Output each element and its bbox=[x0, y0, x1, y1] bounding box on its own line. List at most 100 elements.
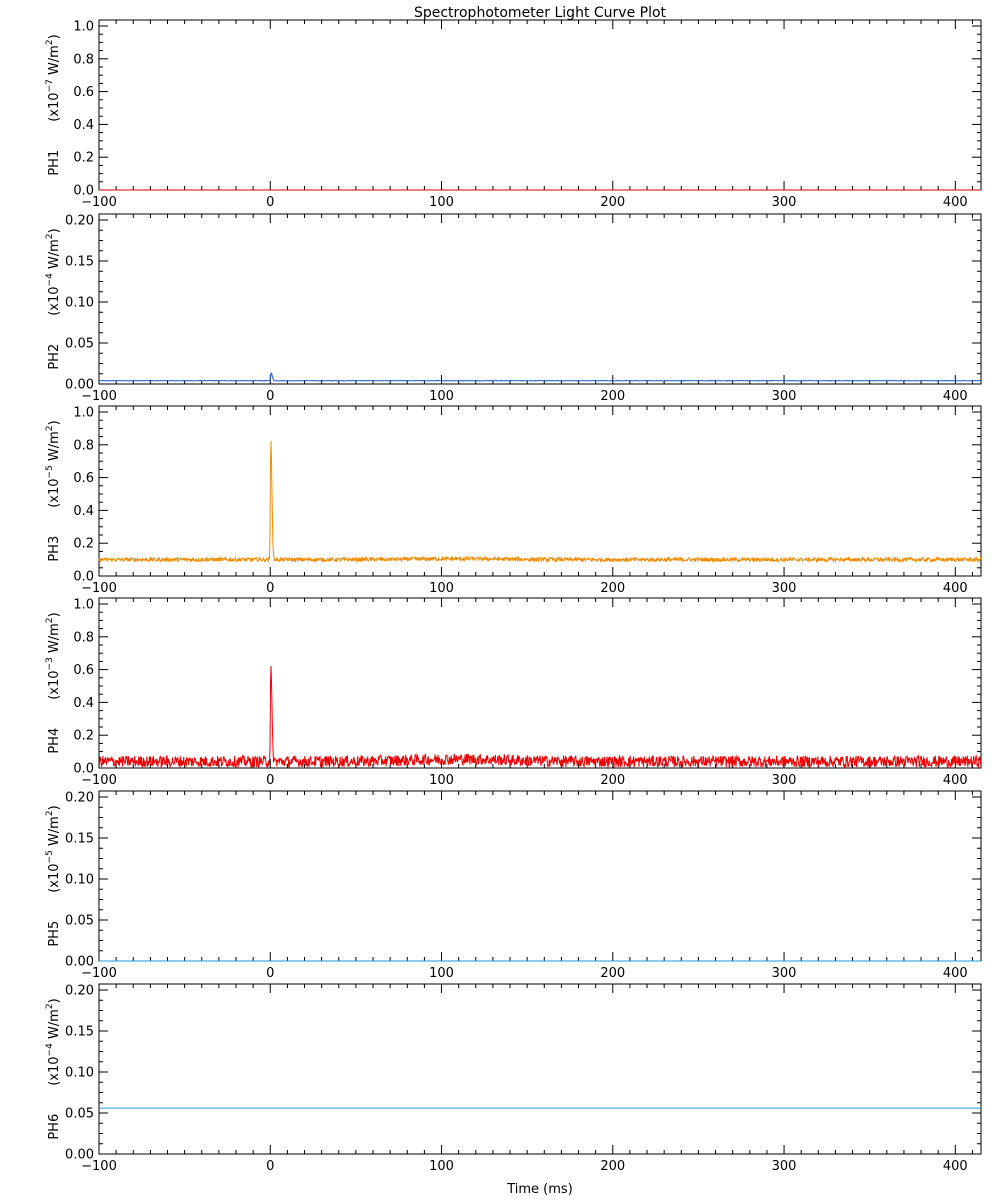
unit-exponent: −5 bbox=[45, 465, 55, 478]
y-tick-label: 0.05 bbox=[65, 914, 94, 929]
unit-label: (x10 bbox=[47, 286, 62, 315]
panel-ph5: −100 0 100 200 300 400 0.00 0.05 0.10 0.15 0.20 PH5… bbox=[45, 790, 982, 981]
y-tick-label: 0.00 bbox=[65, 378, 94, 393]
x-tick-label: 200 bbox=[600, 773, 625, 788]
x-tick-label: 200 bbox=[600, 195, 625, 210]
y-axis-label: PH5 (x10−5 W/m2) bbox=[45, 805, 62, 946]
x-tick-label: 100 bbox=[429, 195, 454, 210]
y-axis-label: PH4 (x10−3 W/m2) bbox=[45, 612, 62, 753]
panel-ph1: −100 0 100 200 300 400 0.0 0.2 0.4 0.6 0.8 1.0 PH1 (x… bbox=[45, 19, 982, 210]
unit-tail: W/m bbox=[47, 431, 62, 465]
unit-exponent: −4 bbox=[45, 273, 55, 287]
x-tick-label: −100 bbox=[81, 773, 117, 788]
unit-label: (x10 bbox=[47, 478, 62, 507]
y-tick-label: 1.0 bbox=[73, 598, 94, 613]
panel-ph4: −100 0 100 200 300 400 0.0 0.2 0.4 0.6 0.8 1.0 PH4 (x… bbox=[45, 597, 982, 788]
unit-exponent: −3 bbox=[45, 657, 55, 670]
y-axis-label: PH6 (x10−4 W/m2) bbox=[45, 998, 62, 1139]
unit-tail: W/m bbox=[47, 623, 62, 657]
unit-square: 2 bbox=[45, 425, 55, 431]
x-axis-label: Time (ms) bbox=[506, 1182, 573, 1197]
channel-name: PH3 bbox=[47, 536, 62, 562]
y-tick-label: 0.10 bbox=[65, 296, 94, 311]
plot-frame bbox=[98, 597, 982, 769]
x-tick-label: 100 bbox=[429, 389, 454, 404]
x-tick-label: 300 bbox=[772, 966, 797, 981]
unit-square: 2 bbox=[45, 1003, 55, 1009]
channel-name: PH6 bbox=[47, 1114, 62, 1140]
y-tick-label: 0.00 bbox=[65, 955, 94, 970]
y-axis-label: PH3 (x10−5 W/m2) bbox=[45, 420, 62, 561]
chart-title: Spectrophotometer Light Curve Plot bbox=[414, 5, 667, 21]
y-tick-label: 0.6 bbox=[73, 85, 94, 100]
y-tick-label: 0.05 bbox=[65, 1107, 94, 1122]
x-tick-label: 100 bbox=[429, 581, 454, 596]
x-tick-label: 0 bbox=[266, 966, 274, 981]
unit-label: (x10 bbox=[47, 670, 62, 699]
y-tick-label: 0.0 bbox=[73, 570, 94, 585]
x-tick-label: 200 bbox=[600, 389, 625, 404]
series-line-ph2 bbox=[98, 372, 982, 382]
x-tick-label: 200 bbox=[600, 1159, 625, 1174]
x-tick-label: 0 bbox=[266, 195, 274, 210]
y-tick-label: 0.00 bbox=[65, 1148, 94, 1163]
plot-frame bbox=[98, 983, 982, 1155]
panel-ph2: −100 0 100 200 300 4000.000.050.100.150.20PH2… bbox=[45, 213, 982, 404]
y-tick-label: 0.8 bbox=[73, 438, 94, 453]
x-tick-label: 200 bbox=[600, 581, 625, 596]
unit-square: 2 bbox=[45, 233, 55, 239]
y-tick-label: 0.0 bbox=[73, 762, 94, 777]
y-axis-label: PH1 (x10−7 W/m2) bbox=[45, 34, 62, 175]
x-tick-label: 400 bbox=[943, 389, 968, 404]
y-tick-label: 0.8 bbox=[73, 630, 94, 645]
y-tick-label: 0.10 bbox=[65, 873, 94, 888]
y-tick-label: 0.15 bbox=[65, 255, 94, 270]
y-tick-label: 0.10 bbox=[65, 1066, 94, 1081]
unit-square: 2 bbox=[45, 617, 55, 623]
y-tick-label: 0.2 bbox=[73, 729, 94, 744]
unit-close: ) bbox=[47, 612, 62, 617]
plot-frame bbox=[98, 19, 982, 191]
x-tick-label: 100 bbox=[429, 966, 454, 981]
x-tick-label: 0 bbox=[266, 1159, 274, 1174]
y-tick-label: 0.2 bbox=[73, 537, 94, 552]
y-tick-label: 0.6 bbox=[73, 471, 94, 486]
y-tick-label: 0.20 bbox=[65, 984, 94, 999]
x-tick-label: 0 bbox=[266, 389, 274, 404]
x-tick-label: 400 bbox=[943, 773, 968, 788]
channel-name: PH5 bbox=[47, 921, 62, 947]
series-line-ph3 bbox=[98, 440, 982, 564]
x-tick-label: −100 bbox=[81, 581, 117, 596]
panel-ph3: −100 0 100 200 300 400 0.0 0.2 0.4 0.6 0.8 1.0 PH3 (x… bbox=[45, 405, 982, 596]
series-line-ph4 bbox=[98, 666, 982, 769]
x-tick-label: 300 bbox=[772, 773, 797, 788]
y-tick-label: 0.20 bbox=[65, 791, 94, 806]
x-tick-label: 100 bbox=[429, 1159, 454, 1174]
y-axis-label: PH2 (x10−4 W/m2) bbox=[45, 228, 62, 369]
panel-ph6: −100 0 100 200 300 4000.000.050.100.150.20PH6… bbox=[45, 983, 982, 1174]
y-tick-label: 0.0 bbox=[73, 184, 94, 199]
y-tick-label: 0.6 bbox=[73, 663, 94, 678]
y-tick-label: 0.4 bbox=[73, 504, 94, 519]
x-tick-label: 300 bbox=[772, 389, 797, 404]
x-tick-label: 400 bbox=[943, 195, 968, 210]
unit-label: (x10 bbox=[47, 863, 62, 892]
plot-frame bbox=[98, 213, 982, 385]
x-tick-label: 100 bbox=[429, 773, 454, 788]
channel-name: PH1 bbox=[47, 150, 62, 176]
x-tick-label: −100 bbox=[81, 389, 117, 404]
plot-frame bbox=[98, 405, 982, 577]
y-tick-label: 0.15 bbox=[65, 832, 94, 847]
unit-close: ) bbox=[47, 34, 62, 39]
unit-square: 2 bbox=[45, 39, 55, 45]
unit-close: ) bbox=[47, 805, 62, 810]
unit-close: ) bbox=[47, 420, 62, 425]
x-tick-label: 200 bbox=[600, 966, 625, 981]
x-tick-label: −100 bbox=[81, 195, 117, 210]
y-tick-label: 0.4 bbox=[73, 696, 94, 711]
unit-tail: W/m bbox=[47, 45, 62, 79]
x-tick-label: −100 bbox=[81, 966, 117, 981]
x-tick-label: 400 bbox=[943, 966, 968, 981]
panels-group: −100 0 100 200 300 4000.00.20.40.60.81.0PH1(x… bbox=[45, 19, 982, 1174]
